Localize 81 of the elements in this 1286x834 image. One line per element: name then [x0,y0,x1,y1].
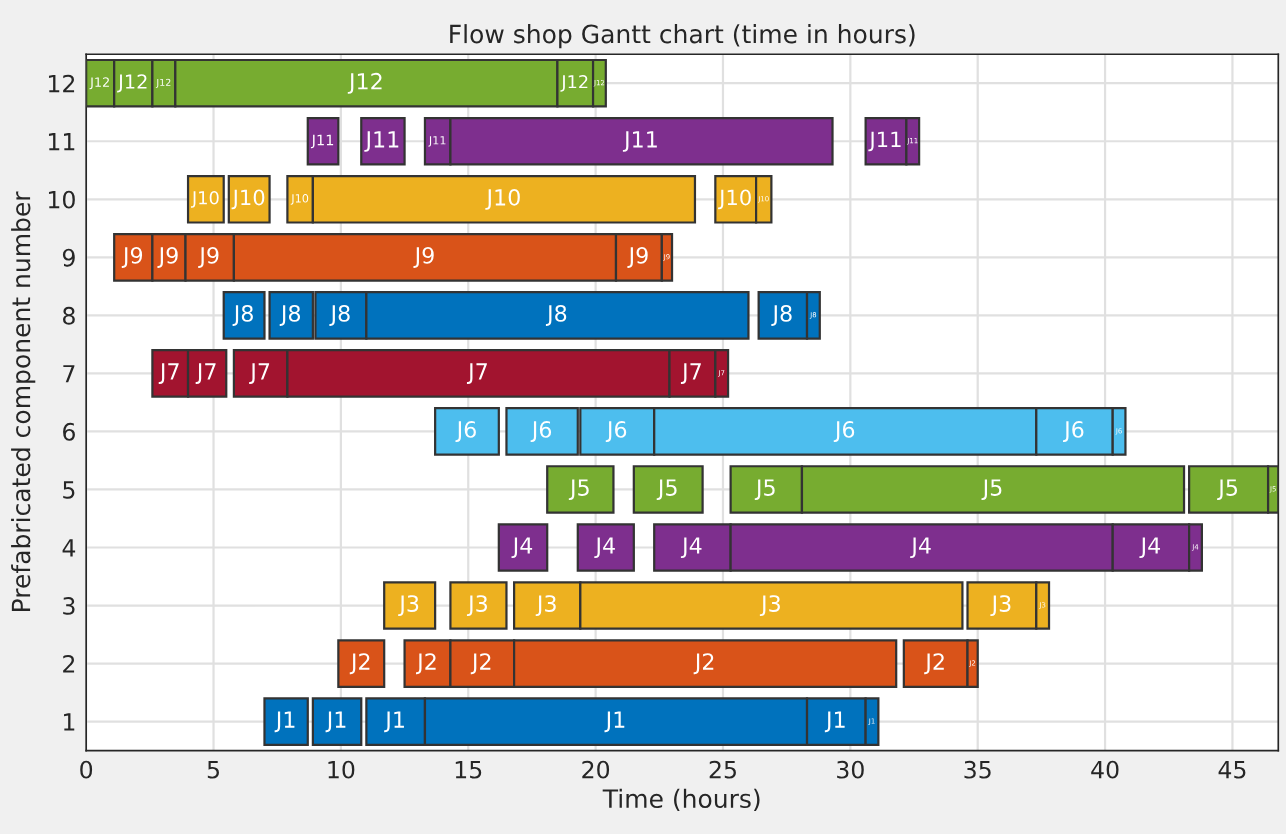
data-label: J5 [568,479,589,501]
data-label: J1 [824,711,845,733]
data-label: J8 [232,305,253,326]
data-label: J9 [157,246,178,268]
data-label: J11 [868,131,901,152]
data-label: J12 [117,74,147,93]
data-label: J7 [680,363,701,384]
data-label: J11 [364,131,399,152]
data-label: J7 [466,363,487,384]
data-label: J4 [594,537,615,559]
x-tick-label: 20 [582,760,610,779]
data-label: J3 [535,595,556,617]
data-label: J3 [759,595,780,617]
data-label: J4 [910,537,931,559]
data-label: J1 [325,711,346,733]
data-label: J11 [622,131,657,152]
data-label: J9 [198,246,219,268]
y-tick-label: 6 [63,422,75,441]
data-label: J4 [1139,537,1161,559]
data-label: J12 [347,72,382,94]
data-label: J9 [121,246,143,268]
data-label: J6 [1063,421,1084,442]
data-label: J9 [413,246,434,268]
x-tick-label: 10 [328,760,355,779]
data-label: J4 [511,537,533,559]
x-axis-title: Time (hours) [602,788,760,812]
data-label: J2 [416,653,436,675]
data-label: J2 [693,653,714,675]
chart-title: Flow shop Gantt chart (time in hours) [450,24,915,49]
data-label: J10 [231,189,265,210]
data-label: J8 [545,305,567,326]
data-label: J12 [560,74,588,92]
data-label: J6 [455,421,476,442]
data-label: J5 [656,479,677,501]
bar [434,407,500,456]
y-axis-title: Prefabricated component number [11,191,36,611]
x-tick-label: 25 [709,760,736,779]
data-label: J6 [605,421,627,442]
data-label: J6 [833,421,855,442]
y-tick-label: 12 [48,74,75,93]
y-tick-label: 4 [62,539,76,557]
data-label: J1 [384,711,404,733]
data-label: J6 [530,421,552,442]
y-tick-label: 5 [63,481,75,499]
y-tick-label: 10 [48,190,75,209]
y-tick-label: 1 [64,713,75,731]
data-label: J7 [195,363,216,384]
x-tick-label: 40 [1091,760,1119,779]
y-tick-label: 2 [63,655,75,673]
data-label: J3 [990,595,1011,617]
data-label: J1 [274,711,295,733]
x-tick-label: 30 [837,760,864,779]
data-label: J7 [249,363,270,384]
data-label: J2 [349,653,370,675]
data-label: J2 [470,653,491,675]
data-label: J10 [485,188,520,210]
x-tick-label: 0 [80,760,93,779]
data-label: J1 [604,711,625,733]
data-label: J8 [329,305,350,326]
x-tick-label: 35 [964,760,991,779]
data-label: J5 [981,479,1002,501]
data-label: J3 [466,595,488,617]
x-tick-label: 45 [1218,761,1246,779]
y-tick-label: 8 [63,306,75,325]
data-label: J5 [1217,479,1238,501]
data-label: J10 [191,190,219,208]
y-tick-label: 7 [63,365,75,383]
y-tick-label: 3 [63,596,75,615]
data-label: J10 [718,189,751,210]
x-tick-label: 15 [455,761,482,779]
data-label: J8 [771,305,792,326]
data-label: J7 [158,363,179,384]
data-label: J3 [398,595,419,617]
y-tick-label: 11 [48,133,75,151]
data-label: J4 [680,537,702,559]
data-label: J8 [279,305,301,326]
x-tick-label: 5 [207,761,219,779]
data-label: J2 [924,653,944,675]
y-tick-label: 9 [62,248,75,267]
data-label: J5 [754,479,775,501]
data-label: J9 [627,246,648,268]
